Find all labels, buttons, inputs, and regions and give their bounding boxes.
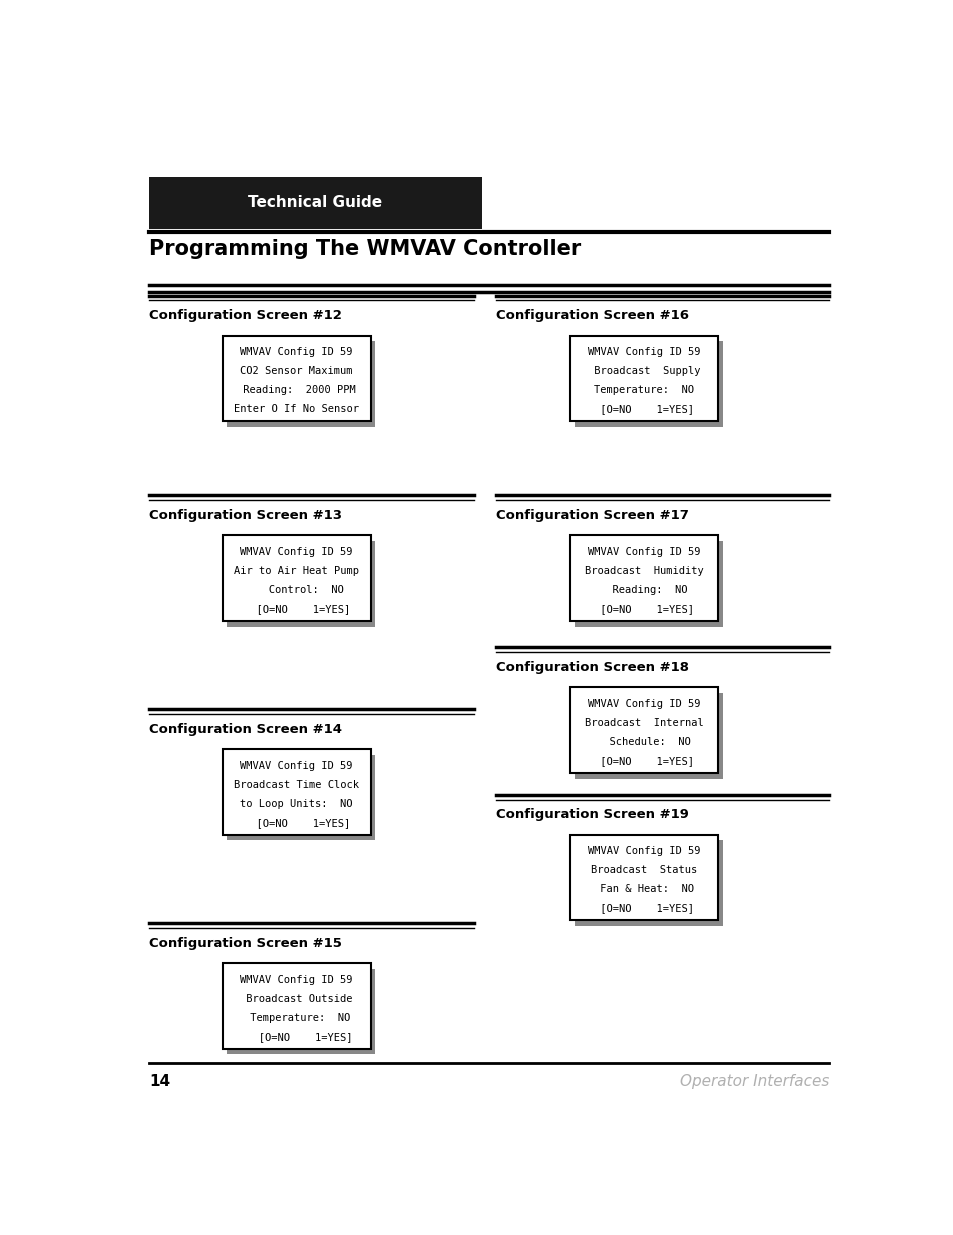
- Text: Configuration Screen #14: Configuration Screen #14: [149, 722, 341, 736]
- Text: Configuration Screen #16: Configuration Screen #16: [496, 309, 689, 322]
- Text: Configuration Screen #12: Configuration Screen #12: [149, 309, 341, 322]
- FancyBboxPatch shape: [574, 693, 721, 779]
- Text: Reading:  NO: Reading: NO: [599, 584, 687, 595]
- Text: WMVAV Config ID 59: WMVAV Config ID 59: [587, 347, 700, 357]
- FancyBboxPatch shape: [570, 535, 718, 621]
- Text: Configuration Screen #18: Configuration Screen #18: [496, 661, 689, 674]
- Text: Operator Interfaces: Operator Interfaces: [679, 1074, 828, 1089]
- Text: WMVAV Config ID 59: WMVAV Config ID 59: [240, 547, 353, 557]
- Text: Broadcast  Internal: Broadcast Internal: [584, 718, 702, 727]
- FancyBboxPatch shape: [227, 541, 375, 626]
- Text: Schedule:  NO: Schedule: NO: [597, 737, 690, 747]
- Text: WMVAV Config ID 59: WMVAV Config ID 59: [587, 846, 700, 856]
- Text: WMVAV Config ID 59: WMVAV Config ID 59: [240, 347, 353, 357]
- FancyBboxPatch shape: [570, 688, 718, 773]
- Text: WMVAV Config ID 59: WMVAV Config ID 59: [587, 547, 700, 557]
- FancyBboxPatch shape: [227, 341, 375, 427]
- Text: Broadcast  Supply: Broadcast Supply: [587, 366, 700, 375]
- FancyBboxPatch shape: [574, 341, 721, 427]
- Text: WMVAV Config ID 59: WMVAV Config ID 59: [240, 974, 353, 984]
- Text: [O=NO    1=YES]: [O=NO 1=YES]: [243, 604, 350, 614]
- Text: Configuration Screen #13: Configuration Screen #13: [149, 509, 341, 521]
- Text: Configuration Screen #15: Configuration Screen #15: [149, 936, 341, 950]
- FancyBboxPatch shape: [574, 841, 721, 926]
- Text: 14: 14: [149, 1074, 170, 1089]
- Text: Reading:  2000 PPM: Reading: 2000 PPM: [237, 385, 355, 395]
- Text: Air to Air Heat Pump: Air to Air Heat Pump: [233, 566, 359, 576]
- Text: [O=NO    1=YES]: [O=NO 1=YES]: [594, 604, 694, 614]
- Text: [O=NO    1=YES]: [O=NO 1=YES]: [240, 1031, 353, 1041]
- Text: Programming The WMVAV Controller: Programming The WMVAV Controller: [149, 240, 580, 259]
- FancyBboxPatch shape: [149, 177, 481, 228]
- Text: [O=NO    1=YES]: [O=NO 1=YES]: [594, 404, 694, 414]
- Text: WMVAV Config ID 59: WMVAV Config ID 59: [240, 761, 353, 771]
- Text: WMVAV Config ID 59: WMVAV Config ID 59: [587, 699, 700, 709]
- Text: to Loop Units:  NO: to Loop Units: NO: [240, 799, 353, 809]
- FancyBboxPatch shape: [222, 535, 370, 621]
- Text: Technical Guide: Technical Guide: [248, 195, 382, 210]
- Text: Configuration Screen #17: Configuration Screen #17: [496, 509, 688, 521]
- FancyBboxPatch shape: [222, 750, 370, 835]
- FancyBboxPatch shape: [227, 755, 375, 841]
- FancyBboxPatch shape: [222, 963, 370, 1049]
- Text: CO2 Sensor Maximum: CO2 Sensor Maximum: [240, 366, 353, 375]
- Text: Configuration Screen #19: Configuration Screen #19: [496, 808, 688, 821]
- Text: Fan & Heat:  NO: Fan & Heat: NO: [594, 884, 694, 894]
- FancyBboxPatch shape: [570, 336, 718, 421]
- Text: Broadcast Outside: Broadcast Outside: [240, 994, 353, 1004]
- Text: Broadcast  Humidity: Broadcast Humidity: [584, 566, 702, 576]
- FancyBboxPatch shape: [227, 969, 375, 1055]
- Text: Broadcast Time Clock: Broadcast Time Clock: [233, 779, 359, 789]
- Text: Broadcast  Status: Broadcast Status: [591, 866, 697, 876]
- FancyBboxPatch shape: [574, 541, 721, 626]
- Text: [O=NO    1=YES]: [O=NO 1=YES]: [594, 903, 694, 913]
- Text: Control:  NO: Control: NO: [250, 584, 343, 595]
- FancyBboxPatch shape: [222, 336, 370, 421]
- Text: Enter O If No Sensor: Enter O If No Sensor: [233, 404, 359, 414]
- Text: Temperature:  NO: Temperature: NO: [594, 385, 694, 395]
- FancyBboxPatch shape: [570, 835, 718, 920]
- Text: [O=NO    1=YES]: [O=NO 1=YES]: [243, 818, 350, 827]
- Text: [O=NO    1=YES]: [O=NO 1=YES]: [594, 756, 694, 766]
- Text: Temperature:  NO: Temperature: NO: [243, 1013, 350, 1023]
